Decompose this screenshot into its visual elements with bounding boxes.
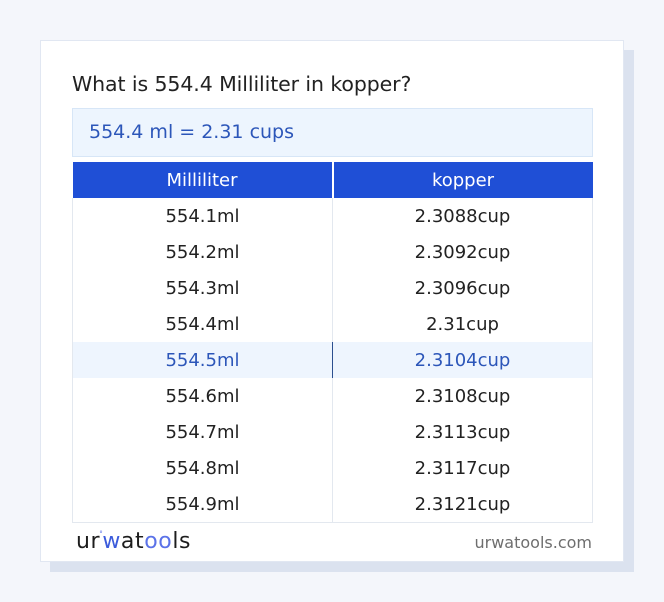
- cell-cup: 2.3092cup: [332, 234, 593, 270]
- cell-cup: 2.3088cup: [332, 198, 593, 234]
- conversion-table: Milliliter kopper 554.1ml 2.3088cup 554.…: [72, 162, 593, 523]
- cell-cup: 2.3121cup: [332, 486, 593, 523]
- result-text: 554.4 ml = 2.31 cups: [89, 121, 295, 143]
- converter-card: What is 554.4 Milliliter in kopper? 554.…: [40, 40, 624, 562]
- cell-ml: 554.3ml: [72, 270, 333, 306]
- cell-ml: 554.6ml: [72, 378, 333, 414]
- cell-cup: 2.3104cup: [332, 342, 593, 378]
- table-row: 554.1ml 2.3088cup: [72, 198, 593, 234]
- cell-cup: 2.3108cup: [332, 378, 593, 414]
- cell-ml: 554.9ml: [72, 486, 333, 523]
- cell-cup: 2.3096cup: [332, 270, 593, 306]
- result-box: 554.4 ml = 2.31 cups: [72, 108, 593, 157]
- logo-text-oo: oo: [144, 529, 173, 554]
- table-row: 554.4ml 2.31cup: [72, 306, 593, 342]
- cell-cup: 2.3113cup: [332, 414, 593, 450]
- logo-text-ur: ur: [76, 529, 101, 554]
- logo-dot: °: [99, 530, 104, 538]
- table-row: 554.3ml 2.3096cup: [72, 270, 593, 306]
- logo-text-ls: ls: [172, 529, 192, 554]
- urwatools-logo: ur°watools: [76, 529, 191, 554]
- table-row: 554.2ml 2.3092cup: [72, 234, 593, 270]
- table-row: 554.9ml 2.3121cup: [72, 486, 593, 523]
- table-row: 554.6ml 2.3108cup: [72, 378, 593, 414]
- cell-cup: 2.3117cup: [332, 450, 593, 486]
- cell-ml: 554.2ml: [72, 234, 333, 270]
- header-milliliter: Milliliter: [72, 162, 334, 198]
- cell-ml: 554.8ml: [72, 450, 333, 486]
- cell-ml: 554.1ml: [72, 198, 333, 234]
- table-row: 554.8ml 2.3117cup: [72, 450, 593, 486]
- cell-ml: 554.5ml: [72, 342, 333, 378]
- table-row-highlighted: 554.5ml 2.3104cup: [72, 342, 593, 378]
- cell-cup: 2.31cup: [332, 306, 593, 342]
- page-title: What is 554.4 Milliliter in kopper?: [72, 72, 412, 96]
- table-header-row: Milliliter kopper: [72, 162, 593, 198]
- logo-text-w: w: [102, 529, 121, 554]
- logo-text-at: at: [120, 529, 145, 554]
- table-row: 554.7ml 2.3113cup: [72, 414, 593, 450]
- cell-ml: 554.7ml: [72, 414, 333, 450]
- site-url: urwatools.com: [474, 533, 593, 552]
- cell-ml: 554.4ml: [72, 306, 333, 342]
- header-kopper: kopper: [332, 162, 593, 198]
